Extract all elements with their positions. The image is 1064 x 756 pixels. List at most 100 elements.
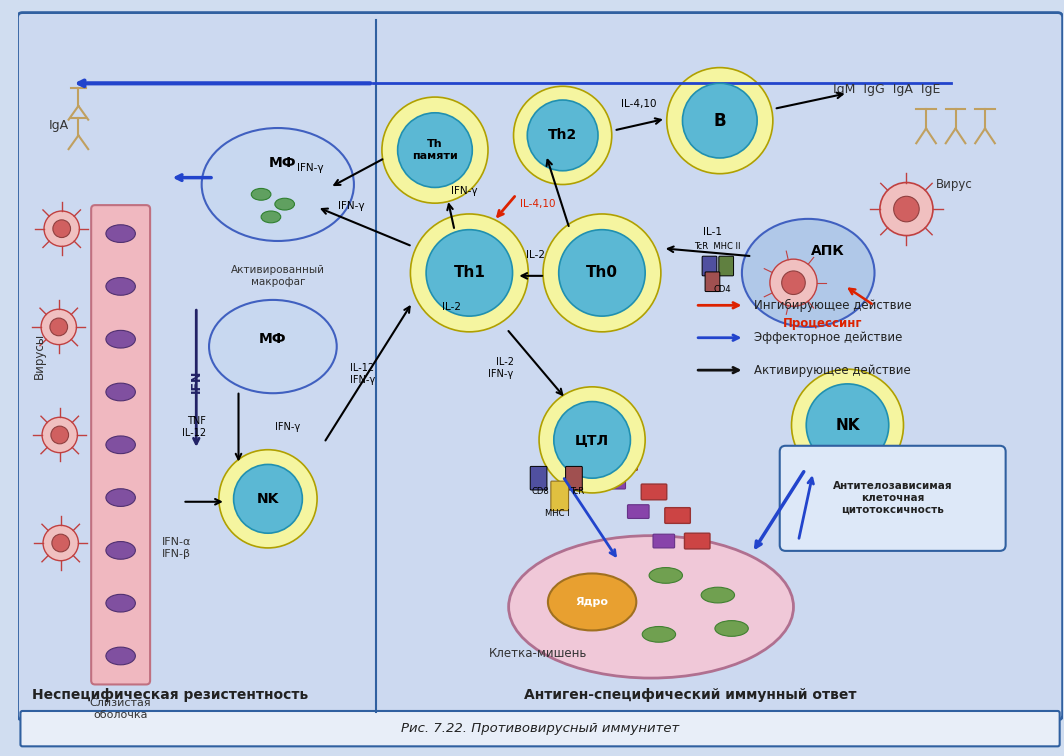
FancyBboxPatch shape: [551, 481, 568, 510]
Ellipse shape: [106, 330, 135, 348]
FancyBboxPatch shape: [653, 534, 675, 548]
FancyBboxPatch shape: [665, 508, 691, 523]
Text: Рис. 7.22. Противовирусный иммунитет: Рис. 7.22. Противовирусный иммунитет: [401, 722, 679, 735]
Text: ЦТЛ: ЦТЛ: [575, 433, 610, 447]
Circle shape: [41, 309, 77, 345]
Circle shape: [51, 426, 68, 444]
Text: Th1: Th1: [453, 265, 485, 280]
FancyBboxPatch shape: [17, 13, 1063, 720]
FancyBboxPatch shape: [628, 505, 649, 519]
Text: Th0: Th0: [586, 265, 618, 280]
Circle shape: [539, 387, 645, 493]
FancyBboxPatch shape: [719, 256, 733, 276]
Ellipse shape: [251, 188, 271, 200]
Ellipse shape: [209, 300, 336, 393]
Ellipse shape: [106, 436, 135, 454]
FancyBboxPatch shape: [566, 466, 582, 490]
Ellipse shape: [275, 198, 295, 210]
Circle shape: [667, 67, 772, 174]
Circle shape: [219, 450, 317, 548]
FancyBboxPatch shape: [684, 533, 710, 549]
Text: IgA: IgA: [49, 119, 69, 132]
Text: IFN-γ: IFN-γ: [275, 422, 300, 432]
Text: IFN-α
IFN-β: IFN-α IFN-β: [162, 537, 192, 559]
Text: NK: NK: [256, 492, 279, 506]
Text: Эффекторное действие: Эффекторное действие: [754, 331, 902, 344]
Text: CD8: CD8: [531, 488, 549, 497]
Ellipse shape: [701, 587, 734, 603]
Ellipse shape: [106, 225, 135, 243]
Text: Ядро: Ядро: [576, 597, 609, 607]
Text: IL-4,10: IL-4,10: [620, 99, 656, 109]
Circle shape: [894, 197, 919, 222]
Ellipse shape: [106, 383, 135, 401]
Text: IL-12
IFN-γ: IL-12 IFN-γ: [349, 364, 375, 385]
Circle shape: [44, 211, 80, 246]
FancyBboxPatch shape: [612, 454, 637, 470]
Circle shape: [770, 259, 817, 306]
FancyBboxPatch shape: [530, 466, 547, 490]
Text: Антиген-специфический иммунный ответ: Антиген-специфический иммунный ответ: [525, 688, 857, 702]
Text: Вирус: Вирус: [936, 178, 972, 191]
Text: IFN: IFN: [189, 369, 203, 392]
Circle shape: [559, 230, 645, 316]
Circle shape: [792, 369, 903, 481]
Circle shape: [53, 220, 70, 237]
Circle shape: [382, 97, 488, 203]
Circle shape: [543, 214, 661, 332]
Text: IL-2: IL-2: [526, 250, 545, 260]
FancyBboxPatch shape: [702, 256, 717, 276]
Text: МФ: МФ: [259, 332, 286, 345]
Circle shape: [411, 214, 528, 332]
Text: Активированный
макрофаг: Активированный макрофаг: [231, 265, 325, 287]
Text: IgM  IgG  IgA  IgE: IgM IgG IgA IgE: [833, 82, 941, 96]
Text: IL-1: IL-1: [703, 227, 722, 237]
Text: АПК: АПК: [811, 244, 845, 259]
FancyBboxPatch shape: [20, 711, 1060, 746]
Text: Неспецифическая резистентность: Неспецифическая резистентность: [32, 688, 307, 702]
Text: Клетка-мишень: Клетка-мишень: [488, 646, 587, 659]
Circle shape: [52, 534, 69, 552]
Circle shape: [553, 401, 631, 479]
Ellipse shape: [715, 621, 748, 637]
Ellipse shape: [509, 536, 794, 678]
Text: Активирующее действие: Активирующее действие: [754, 364, 911, 376]
FancyBboxPatch shape: [92, 205, 150, 684]
Ellipse shape: [742, 219, 875, 327]
Circle shape: [426, 230, 513, 316]
Circle shape: [807, 384, 888, 466]
Text: NK: NK: [835, 417, 860, 432]
FancyBboxPatch shape: [780, 446, 1005, 551]
Ellipse shape: [106, 277, 135, 296]
FancyBboxPatch shape: [705, 272, 720, 292]
Text: IL-4,10: IL-4,10: [520, 199, 555, 209]
Text: IL-2
IFN-γ: IL-2 IFN-γ: [488, 358, 514, 379]
FancyBboxPatch shape: [642, 484, 667, 500]
Circle shape: [528, 100, 598, 171]
Ellipse shape: [649, 568, 682, 584]
Text: Процессинг: Процессинг: [783, 318, 863, 330]
Text: Th
памяти: Th памяти: [412, 139, 458, 161]
Text: TcR: TcR: [570, 488, 584, 497]
Text: CD4: CD4: [714, 285, 732, 294]
Ellipse shape: [106, 541, 135, 559]
Ellipse shape: [106, 488, 135, 507]
Circle shape: [234, 464, 302, 533]
Text: TcR  MHC II: TcR MHC II: [694, 242, 741, 251]
Circle shape: [514, 86, 612, 184]
Circle shape: [50, 318, 68, 336]
Ellipse shape: [202, 128, 354, 241]
Text: MHC I: MHC I: [546, 509, 570, 518]
Ellipse shape: [261, 211, 281, 223]
Text: IFN-γ: IFN-γ: [450, 187, 477, 197]
Circle shape: [782, 271, 805, 295]
Text: IL-2: IL-2: [443, 302, 461, 312]
Circle shape: [43, 525, 79, 561]
Text: Вирусы: Вирусы: [33, 333, 46, 380]
Text: TNF
IL-12: TNF IL-12: [182, 417, 206, 438]
Ellipse shape: [548, 574, 636, 631]
Text: Ингибирующее действие: Ингибирующее действие: [754, 299, 912, 312]
Circle shape: [682, 83, 758, 158]
Text: Слизистая
оболочка: Слизистая оболочка: [89, 699, 151, 720]
Text: Th2: Th2: [548, 129, 578, 142]
